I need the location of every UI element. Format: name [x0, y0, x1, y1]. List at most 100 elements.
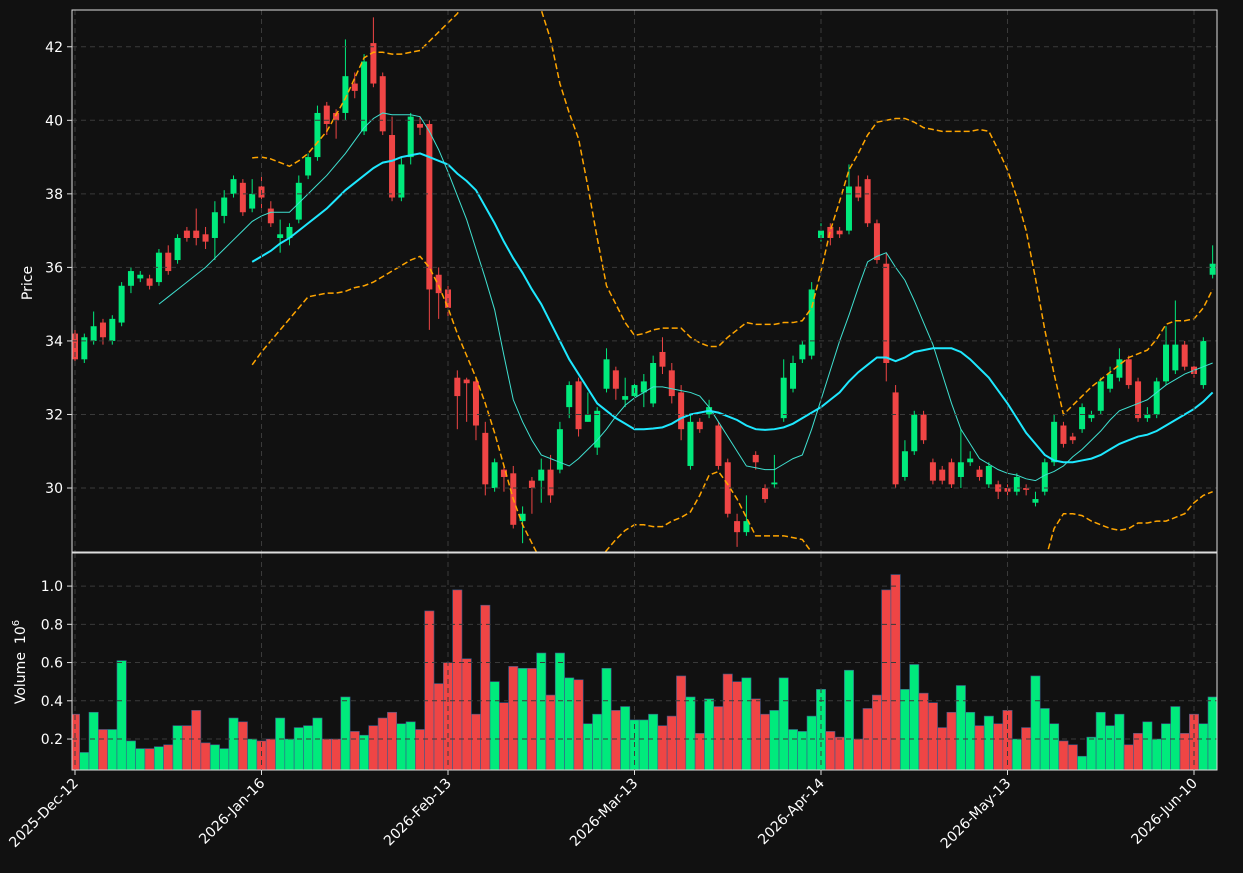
y2-tick-label: 1.0 [41, 579, 63, 595]
candle-body [295, 182, 302, 220]
volume-bar [461, 658, 472, 770]
volume-bar [983, 715, 994, 770]
y-tick-label: 38 [45, 187, 63, 203]
candle-body [305, 157, 312, 176]
volume-bar [98, 729, 108, 770]
volume-bar [601, 667, 612, 770]
candle-body [435, 274, 442, 294]
candle-body [379, 76, 386, 132]
volume-bar [760, 713, 771, 770]
candle-body [342, 76, 349, 113]
candle-body [81, 337, 88, 360]
volume-bar [993, 723, 1004, 770]
volume-panel [72, 574, 1217, 770]
candle-body [957, 462, 964, 477]
candle-body [155, 252, 162, 283]
volume-bar [172, 725, 183, 770]
volume-bar [526, 667, 537, 770]
volume-bar [666, 715, 677, 770]
volume-bar [331, 738, 342, 770]
volume-bar [107, 729, 118, 770]
volume-bar [387, 711, 398, 770]
candle-body [454, 377, 461, 397]
candle-body [575, 381, 582, 430]
volume-bar [974, 725, 985, 770]
volume-scale-exponent: 6 [11, 620, 22, 626]
y2-tick-label: 0.2 [41, 732, 63, 748]
volume-bar [489, 681, 500, 770]
volume-bar [937, 727, 948, 770]
volume-bar [247, 738, 258, 770]
volume-bar [806, 715, 817, 770]
candle-body [333, 112, 340, 121]
volume-bar [125, 740, 136, 770]
volume-bar [844, 669, 854, 770]
volume-bar [1151, 738, 1162, 770]
volume-bar [890, 574, 901, 770]
volume-bar [88, 711, 99, 770]
volume-bar [340, 696, 351, 770]
volume-bar [769, 710, 780, 770]
price-panel [72, 10, 1216, 552]
volume-bar [1170, 706, 1181, 770]
candle-body [818, 230, 824, 238]
candle-body [659, 351, 666, 367]
volume-bar [564, 677, 575, 770]
volume-bar [415, 729, 425, 770]
candle-body [808, 289, 815, 356]
volume-bar [284, 738, 295, 770]
volume-bar [498, 702, 509, 770]
candle-body [883, 263, 890, 363]
candle-body [1116, 359, 1123, 378]
candle-body [1163, 344, 1170, 382]
candle-body [426, 123, 433, 290]
volume-bar [424, 610, 435, 770]
volume-bar [1161, 723, 1171, 770]
volume-bar [825, 731, 836, 770]
candle-body [547, 469, 554, 496]
candle-body [967, 458, 974, 463]
candle-body [528, 480, 535, 489]
candle-body [1041, 462, 1048, 492]
volume-bar [732, 681, 743, 770]
volume-bar [918, 692, 929, 770]
candle-body [538, 469, 545, 481]
volume-bar [303, 725, 314, 770]
volume-bar [648, 713, 659, 770]
volume-bar [237, 721, 248, 770]
candle-body [1107, 374, 1114, 389]
candle-body [1051, 421, 1058, 463]
candle-body [752, 454, 759, 463]
volume-bar [620, 706, 631, 770]
candle-body [780, 377, 787, 419]
candle-body [1069, 436, 1076, 441]
candle-body [584, 414, 591, 422]
y-tick-label: 30 [45, 481, 63, 497]
candle-body [650, 362, 657, 404]
candle-body [277, 234, 284, 238]
volume-bar [554, 652, 565, 770]
volume-bar [685, 696, 696, 770]
volume-bar [788, 729, 798, 770]
candle-body [687, 421, 694, 466]
candle-body [472, 381, 479, 426]
candle-body [1079, 407, 1086, 430]
candle-body [873, 223, 880, 261]
candle-body [407, 116, 414, 158]
volume-bar [657, 725, 668, 770]
volume-bar [797, 731, 808, 770]
volume-bar [181, 725, 192, 770]
volume-scale-base: 10 [13, 626, 29, 644]
volume-bar [368, 725, 379, 770]
candle-body [230, 179, 237, 194]
candle-body [556, 429, 563, 470]
candle-body [1153, 381, 1160, 415]
volume-bar [946, 711, 957, 770]
candle-body [1209, 263, 1216, 275]
candle-body [314, 112, 321, 158]
candle-body [1060, 425, 1067, 444]
candle-body [864, 179, 871, 224]
indicator-line [252, 10, 1214, 416]
candle-body [183, 230, 190, 238]
